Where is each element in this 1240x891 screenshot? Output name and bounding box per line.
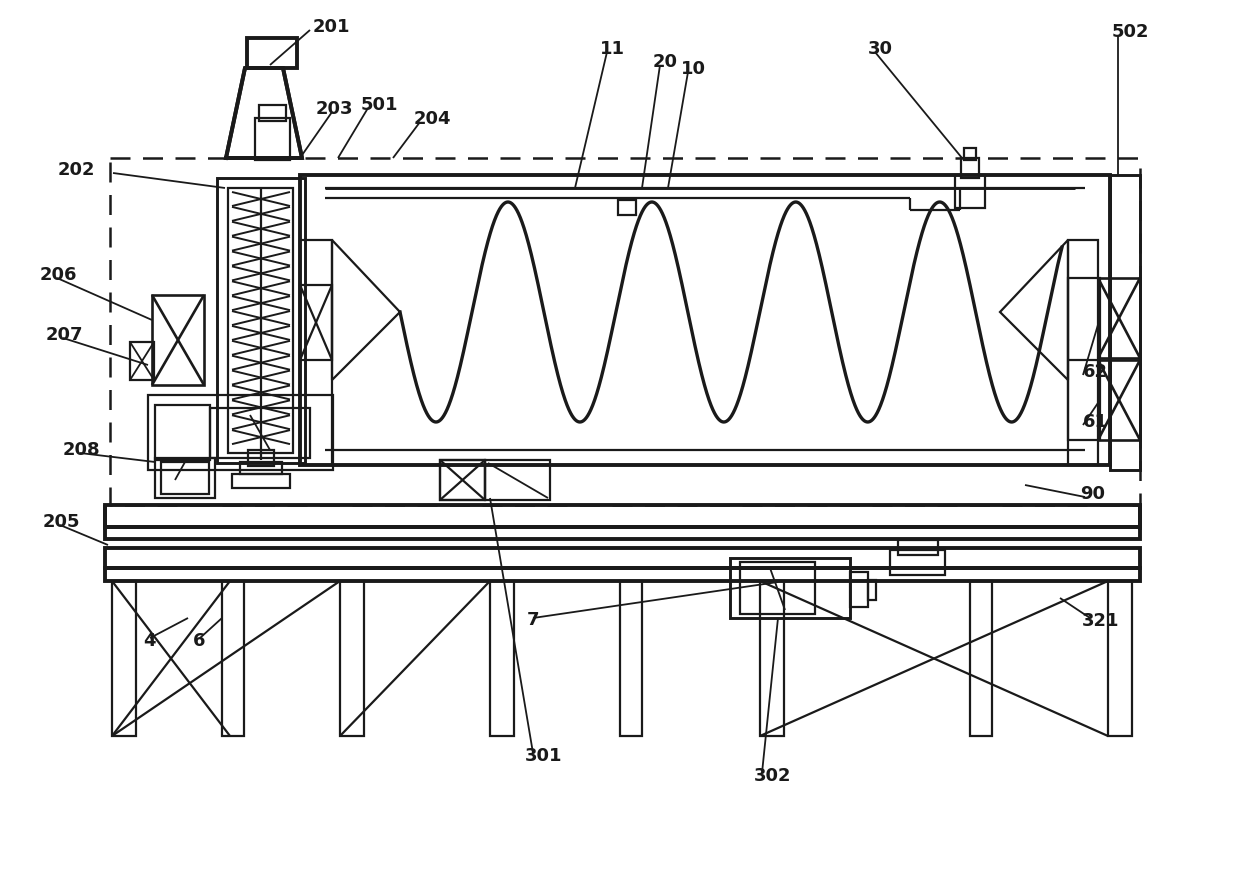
Bar — [440, 460, 485, 500]
Bar — [849, 572, 868, 607]
Bar — [1097, 360, 1140, 440]
Bar — [210, 408, 310, 458]
Bar — [490, 581, 515, 736]
Bar — [105, 505, 1140, 527]
Bar — [961, 158, 980, 178]
Bar — [730, 558, 849, 618]
Bar — [898, 540, 937, 555]
Bar — [963, 148, 976, 160]
Bar — [1068, 278, 1100, 440]
Text: 90: 90 — [1080, 485, 1105, 503]
Bar — [300, 240, 332, 465]
Text: 201: 201 — [312, 18, 351, 36]
Text: 207: 207 — [46, 326, 83, 344]
Text: 502: 502 — [1112, 23, 1149, 41]
Bar — [247, 38, 298, 68]
Bar — [740, 562, 815, 614]
Bar — [241, 462, 281, 474]
Bar — [105, 548, 1140, 568]
Text: 20: 20 — [653, 53, 678, 71]
Text: 202: 202 — [58, 161, 95, 179]
Bar — [955, 175, 985, 208]
Bar — [868, 580, 875, 600]
Bar — [232, 474, 290, 488]
Bar — [130, 342, 154, 380]
Bar — [155, 405, 210, 460]
Bar — [340, 581, 365, 736]
Text: 301: 301 — [525, 747, 563, 765]
Text: 205: 205 — [43, 513, 81, 531]
Text: 208: 208 — [63, 441, 100, 459]
Text: 4: 4 — [143, 632, 155, 650]
Bar — [222, 581, 244, 736]
Bar — [1097, 278, 1140, 358]
Text: 62: 62 — [1083, 363, 1109, 381]
Text: 7: 7 — [527, 611, 539, 629]
Text: 61: 61 — [1083, 413, 1109, 431]
Text: 501: 501 — [361, 96, 398, 114]
Bar — [161, 462, 210, 494]
Text: 10: 10 — [681, 60, 706, 78]
Bar — [248, 450, 274, 466]
Bar — [1110, 175, 1140, 470]
Bar — [148, 395, 334, 470]
Bar — [105, 568, 1140, 581]
Text: 203: 203 — [316, 100, 353, 118]
Text: 6: 6 — [193, 632, 206, 650]
Text: 30: 30 — [868, 40, 893, 58]
Bar — [105, 527, 1140, 539]
Bar — [153, 295, 205, 385]
Bar — [970, 581, 992, 736]
Bar — [618, 200, 636, 215]
Bar — [300, 175, 1110, 465]
Bar — [760, 581, 784, 736]
Text: 302: 302 — [754, 767, 791, 785]
Bar — [259, 105, 286, 121]
Text: 206: 206 — [40, 266, 78, 284]
Bar — [440, 460, 485, 500]
Bar — [1109, 581, 1132, 736]
Bar — [620, 581, 642, 736]
Bar — [890, 550, 945, 575]
Text: 321: 321 — [1083, 612, 1120, 630]
Bar — [485, 460, 551, 500]
Text: 204: 204 — [414, 110, 451, 128]
Bar — [1068, 240, 1097, 465]
Bar — [155, 458, 215, 498]
Bar — [228, 188, 293, 453]
Bar — [255, 118, 290, 160]
Bar — [217, 178, 305, 463]
Bar — [300, 285, 332, 360]
Bar — [112, 581, 136, 736]
Text: 11: 11 — [600, 40, 625, 58]
